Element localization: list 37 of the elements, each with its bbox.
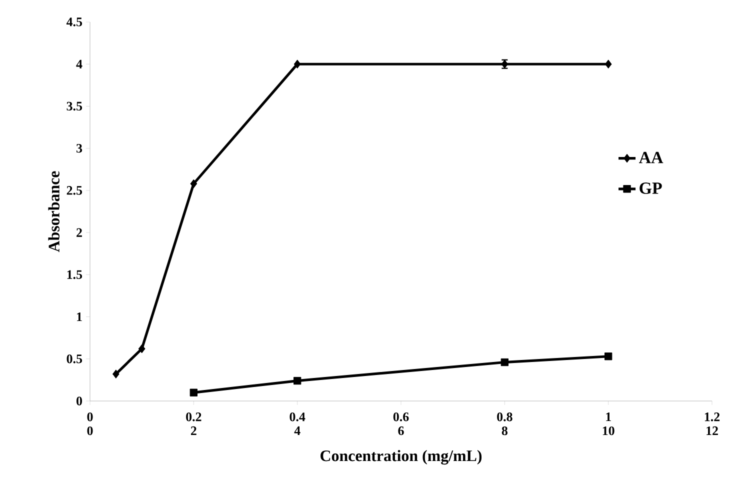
x2-tick-label: 8 [502, 426, 508, 436]
y-tick-label: 1.5 [67, 270, 82, 280]
y-tick-label: 4 [76, 60, 82, 68]
x2-tick-label: 0 [87, 426, 93, 436]
x-tick-label: 0.4 [290, 412, 306, 422]
point [500, 358, 509, 366]
x2-tick-label: 12 [706, 426, 718, 436]
y-axis-title: Absorbance [48, 171, 60, 252]
point [138, 344, 146, 354]
legend-label: GP [640, 182, 662, 194]
point [190, 388, 198, 396]
y-tick-label: 2 [76, 228, 82, 237]
x-tick-label: 0.2 [186, 412, 202, 422]
x-tick-label: 0.8 [497, 412, 512, 422]
y-tick-label: 4.5 [66, 18, 82, 26]
point [112, 370, 120, 378]
x2-tick-label: 4 [294, 426, 300, 435]
legend-label: AA [638, 152, 664, 164]
point [294, 60, 301, 69]
point [604, 60, 612, 69]
x-tick-label: 1.2 [704, 412, 720, 422]
y-tick-label: 3.5 [66, 102, 82, 111]
y-tick-label: 0.5 [66, 354, 82, 364]
y-tick-label: 1 [77, 312, 82, 322]
point [294, 376, 302, 385]
y-tick-label: 2.5 [66, 186, 82, 195]
x-tick-label: 0 [87, 412, 93, 422]
x2-tick-label: 10 [602, 426, 614, 436]
y-tick-label: 3 [76, 144, 82, 153]
x-axis-title: Concentration (mg/mL) [320, 450, 482, 465]
point [604, 352, 612, 360]
y-tick-label: 0 [76, 396, 82, 406]
x2-tick-label: 6 [398, 426, 404, 436]
point [190, 179, 198, 188]
x-tick-label: 0.6 [393, 412, 409, 422]
x-tick-label: 1 [606, 412, 611, 422]
x2-tick-label: 2 [190, 426, 196, 436]
